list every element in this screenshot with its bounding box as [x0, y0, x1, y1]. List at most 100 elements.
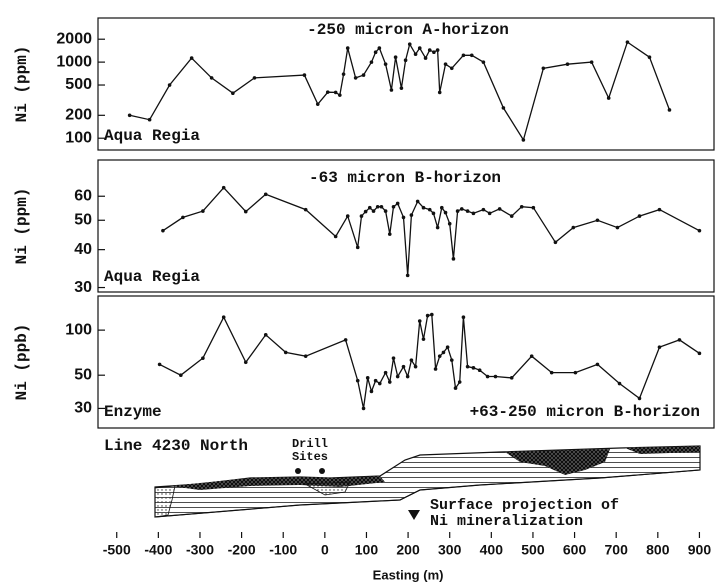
data-point — [401, 364, 406, 369]
data-point — [338, 93, 342, 97]
data-point — [437, 354, 442, 358]
data-point — [355, 378, 360, 383]
data-point — [493, 374, 498, 379]
data-point — [455, 209, 460, 213]
data-point — [373, 378, 378, 383]
chart-title: -63 micron B-horizon — [309, 169, 501, 187]
projection-label: Surface projection of — [430, 497, 619, 514]
data-point — [325, 90, 330, 94]
data-point — [521, 138, 526, 142]
stipple-zone — [303, 481, 351, 496]
x-tick-label: 400 — [480, 542, 504, 558]
drill-site — [319, 468, 325, 474]
data-point — [353, 76, 358, 80]
x-tick-label: 300 — [438, 542, 462, 558]
dark-zone — [625, 446, 700, 454]
method-note: Enzyme — [104, 403, 162, 421]
data-point — [421, 337, 426, 341]
data-point — [405, 374, 410, 379]
y-axis-label: Ni (ppm) — [13, 188, 31, 265]
data-point — [459, 207, 464, 211]
data-point — [181, 215, 185, 220]
data-point — [409, 213, 414, 217]
data-point — [595, 362, 600, 367]
y-tick-label: 40 — [74, 241, 92, 258]
data-point — [451, 257, 456, 261]
cross-section — [154, 445, 701, 520]
data-point — [401, 215, 406, 220]
data-point — [333, 234, 338, 239]
data-point — [343, 338, 348, 342]
data-point — [477, 368, 482, 372]
data-point — [252, 76, 257, 80]
data-point — [221, 185, 226, 190]
data-point — [427, 48, 432, 52]
data-point — [417, 46, 422, 50]
data-point — [573, 370, 578, 375]
drill-label: Sites — [292, 450, 328, 464]
data-point — [606, 96, 611, 100]
data-point — [379, 204, 384, 209]
data-point — [443, 210, 448, 215]
plot-frame — [97, 295, 715, 429]
data-point — [365, 376, 370, 380]
data-point — [393, 55, 398, 60]
x-tick-label: 600 — [563, 542, 587, 558]
data-point — [413, 52, 418, 57]
data-point — [637, 214, 642, 218]
data-point — [519, 204, 524, 209]
data-point — [443, 62, 448, 66]
data-point — [439, 205, 444, 210]
y-tick-label: 100 — [65, 129, 92, 146]
data-point — [355, 245, 360, 250]
x-tick-label: 800 — [646, 542, 670, 558]
data-point — [637, 396, 642, 401]
data-point — [647, 55, 652, 60]
data-point — [449, 358, 454, 362]
data-point — [231, 91, 235, 96]
data-point — [471, 211, 476, 216]
data-point — [471, 366, 476, 370]
data-point — [413, 364, 418, 369]
data-point — [531, 205, 536, 210]
data-point — [363, 209, 368, 214]
data-point — [377, 46, 382, 50]
data-point — [201, 209, 205, 213]
data-point — [453, 386, 458, 390]
data-point — [407, 42, 412, 46]
data-point — [345, 46, 350, 50]
data-point — [147, 117, 152, 122]
data-point — [395, 374, 400, 379]
drill-label: Drill — [292, 437, 328, 451]
data-point — [387, 232, 392, 236]
x-tick-label: 700 — [605, 542, 629, 558]
data-point — [409, 358, 414, 362]
y-tick-label: 200 — [65, 107, 92, 124]
projection-label: Ni mineralization — [430, 513, 583, 530]
data-point — [509, 214, 514, 218]
data-point — [179, 373, 183, 377]
data-point — [485, 374, 490, 379]
data-point — [481, 60, 486, 64]
y-tick-label: 100 — [65, 321, 92, 338]
dark-zone — [505, 449, 610, 475]
data-point — [449, 66, 454, 71]
x-tick-label: -200 — [228, 542, 256, 558]
data-point — [161, 228, 165, 233]
data-point — [383, 209, 388, 213]
data-point — [617, 381, 622, 386]
data-point — [435, 225, 440, 230]
data-point — [595, 218, 600, 223]
data-point — [209, 76, 214, 80]
plot-frame — [97, 159, 715, 293]
data-point — [157, 362, 162, 367]
data-line — [159, 313, 700, 409]
data-point — [361, 406, 366, 411]
data-point — [303, 207, 308, 212]
x-tick-label: -400 — [144, 542, 172, 558]
data-point — [509, 376, 514, 380]
data-point — [457, 380, 462, 384]
data-point — [302, 73, 307, 77]
data-point — [425, 313, 430, 318]
